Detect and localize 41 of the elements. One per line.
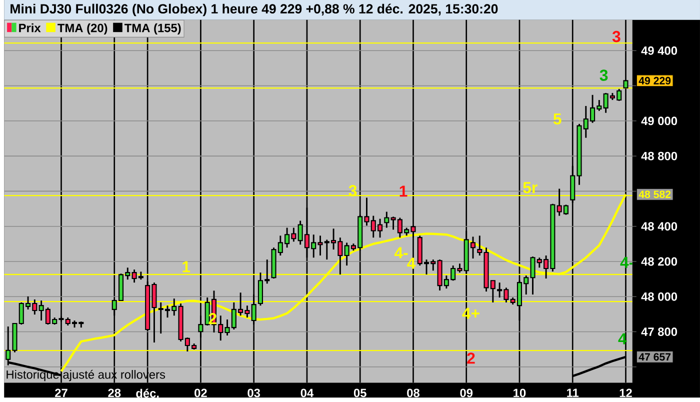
- y-tick-label: 48 400: [641, 222, 678, 231]
- legend-label: Prix: [19, 23, 41, 32]
- y-tick-label: 49 400: [641, 46, 678, 55]
- x-tick-label: 11: [567, 388, 579, 397]
- annotation: 5: [553, 113, 562, 125]
- legend-label: TMA (20): [58, 23, 108, 35]
- y-tick-label: 48 800: [641, 152, 678, 160]
- y-tick-label: 47 800: [641, 328, 678, 336]
- x-tick-label: 27: [55, 388, 68, 398]
- x-tick-label: 05: [354, 388, 366, 398]
- candlestick: [251, 294, 256, 326]
- annotation: 2: [467, 352, 475, 364]
- y-tick-label: 49 000: [641, 116, 678, 126]
- x-tick-label: 08: [407, 388, 420, 398]
- annotation: 1: [182, 261, 190, 272]
- x-tick-label: 03: [248, 388, 260, 398]
- annotation: 48 582: [638, 190, 671, 198]
- x-tick-label: 02: [194, 388, 207, 398]
- x-tick-label: 10: [514, 388, 526, 398]
- x-tick-label: 28: [108, 388, 121, 398]
- annotation: 4-: [394, 247, 408, 258]
- annotation: 1: [400, 186, 408, 197]
- candlestick: [477, 234, 482, 256]
- y-tick-label: 48 000: [641, 292, 678, 301]
- x-tick-label: déc.: [136, 388, 159, 398]
- x-tick-label: 09: [460, 388, 473, 398]
- x-tick-label: 04: [300, 388, 314, 398]
- annotation: 2: [208, 313, 216, 324]
- candlestick: [198, 314, 204, 338]
- candlestick: [384, 211, 390, 228]
- annotation: 3: [612, 30, 620, 42]
- annotation: 4-: [620, 256, 634, 268]
- x-tick-label: 12: [620, 388, 632, 398]
- annotation: 47 657: [638, 353, 671, 361]
- annotation: 3: [600, 70, 608, 81]
- annotation: 5r: [523, 182, 538, 194]
- y-tick-label: 48 200: [641, 257, 678, 266]
- chart-title: Mini DJ30 Full0326 (No Globex) 1 heure 49 229 +0,88 % 12 déc. 2025, 15:30:20: [10, 4, 498, 16]
- annotation: 4: [407, 258, 416, 269]
- legend-label: TMA (155): [124, 23, 181, 35]
- annotation: 49 229: [638, 76, 671, 84]
